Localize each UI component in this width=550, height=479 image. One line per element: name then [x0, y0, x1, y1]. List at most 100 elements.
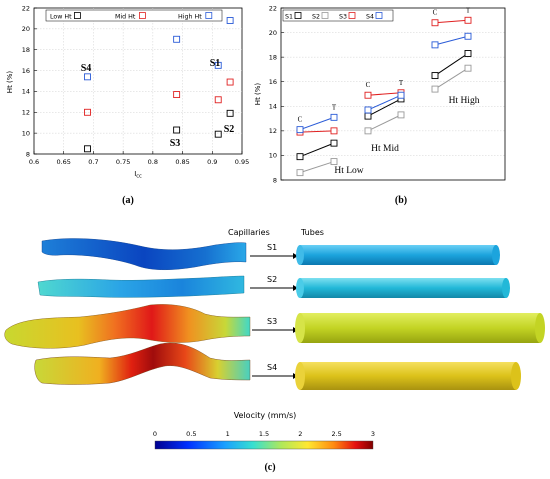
panel-b-point-s2 — [431, 85, 439, 93]
arrow-head-s2 — [293, 285, 298, 291]
panel-b-point-s4 — [431, 41, 439, 49]
panel-b-point-s4 — [464, 32, 472, 40]
panel-a-x-tick-label: 0.75 — [116, 158, 130, 166]
panel-a-point-mid-ht — [84, 108, 91, 116]
panel-b-pair-label: T — [399, 79, 404, 87]
panel-b-legend-label: S1 — [285, 13, 293, 20]
panel-b-point-s3 — [364, 91, 372, 99]
panel-b-point-s1 — [431, 72, 439, 80]
panel-b-line-s4 — [299, 116, 335, 131]
row-label-s3: S3 — [267, 317, 277, 326]
panel-b-point-s4 — [296, 126, 304, 134]
annotation-s1: S1 — [210, 58, 221, 69]
panel-b-legend-label: S2 — [312, 13, 320, 20]
panel-b-legend-label: S4 — [366, 13, 374, 20]
panel-a-x-axis-label: Icc — [134, 170, 142, 180]
panel-a-y-tick-label: 16 — [22, 67, 30, 75]
panel-a-points — [84, 17, 234, 153]
panel-b-y-tick-label: 16 — [269, 78, 277, 86]
panel-a-y-tick-label: 8 — [26, 150, 30, 158]
panel-b-y-tick-label: 18 — [269, 53, 277, 61]
group-label-ht-high: Ht High — [449, 96, 480, 106]
panel-label-a: (a) — [122, 195, 134, 206]
panel-a-x-tick-label: 0.9 — [207, 158, 217, 166]
tube-s1 — [296, 245, 500, 265]
panel-a-legend-label: High Ht — [178, 13, 202, 20]
panel-b-series — [296, 16, 472, 177]
panel-b-y-tick-label: 10 — [269, 152, 277, 160]
colorbar-title: Velocity (mm/s) — [234, 411, 297, 420]
panel-b-point-s1 — [464, 50, 472, 57]
panel-a-grid — [34, 8, 242, 154]
panel-a-point-high-ht — [226, 17, 234, 24]
tube-s4 — [295, 362, 521, 390]
row-label-s4: S4 — [267, 363, 277, 372]
panel-b-legend-marker — [294, 12, 302, 19]
panel-a-point-mid-ht — [173, 91, 181, 99]
panel-a-x-tick-label: 0.7 — [88, 158, 98, 166]
arrow-head-s1 — [293, 253, 298, 259]
panel-b-line-s3 — [299, 130, 335, 133]
panel-a-point-high-ht — [84, 73, 91, 81]
capillaries-heading: Capillaries — [228, 228, 270, 237]
colorbar-tick-label: 1.5 — [259, 430, 269, 438]
panel-b-point-s3 — [464, 16, 472, 24]
panel-a-y-tick-label: 12 — [22, 109, 30, 117]
annotation-s3: S3 — [170, 138, 181, 149]
colorbar — [154, 440, 374, 450]
tube-s3 — [295, 313, 545, 343]
panel-b-line-s3 — [434, 19, 469, 24]
panel-b-line-s1 — [367, 98, 402, 117]
panel-a-legend-box — [45, 9, 223, 22]
panel-b-line-s2 — [299, 161, 335, 174]
panel-a-legend-label: Low Ht — [50, 13, 72, 20]
panel-b-chart: 8 10 12 14 16 18 20 22 C T C T C T S1 S2 S3 S4 Ht (%) H… — [254, 4, 506, 184]
panel-b-point-s2 — [397, 111, 405, 119]
panel-b-point-s1 — [364, 112, 372, 120]
panel-a-point-high-ht — [173, 35, 181, 43]
panel-a-plot-frame — [33, 7, 243, 155]
panel-b-pair-label: C — [433, 9, 438, 17]
panel-b-pair-label: T — [466, 6, 471, 14]
capillary-s3 — [4, 304, 251, 349]
colorbar-tick-label: 2.5 — [331, 430, 341, 438]
colorbar-tick-label: 2 — [298, 430, 302, 438]
panel-a-point-low-ht — [226, 109, 234, 117]
panel-b-legend-marker — [321, 12, 329, 19]
panel-a-legend-marker — [74, 12, 81, 19]
panel-a-point-low-ht — [214, 130, 222, 138]
panel-b-pair-labels: C T C T C T — [298, 6, 471, 123]
panel-b-y-ticks: 8 10 12 14 16 18 20 22 — [269, 4, 284, 184]
panel-a-y-ticks: 8 10 12 14 16 18 20 22 — [22, 4, 37, 158]
panel-b-point-s3 — [330, 127, 338, 135]
tube-s2 — [296, 278, 510, 298]
panel-b-y-tick-label: 14 — [269, 103, 277, 111]
panel-b-point-s4 — [364, 106, 372, 114]
tubes-heading: Tubes — [300, 228, 324, 237]
panel-a-x-ticks: 0.6 0.65 0.7 0.75 0.8 0.85 0.9 0.95 — [29, 151, 249, 166]
panel-b-point-s2 — [364, 127, 372, 135]
group-label-ht-low: Ht Low — [334, 166, 363, 176]
panel-b-y-tick-label: 20 — [269, 29, 277, 37]
panel-b-point-s2 — [464, 64, 472, 72]
panel-b-point-s4 — [330, 113, 338, 121]
panel-a-chart: 0.6 0.65 0.7 0.75 0.8 0.85 0.9 0.95 8 10 12 14 16 18… — [6, 4, 249, 179]
capillary-s4 — [34, 342, 251, 385]
panel-label-c: (c) — [264, 462, 275, 473]
colorbar-tick-label: 0 — [153, 430, 157, 438]
panel-b-y-axis-label: Ht (%) — [254, 83, 262, 106]
colorbar-tick-label: 3 — [371, 430, 375, 438]
panel-c-figure: Capillaries Tubes S1 S2 S3 — [4, 228, 545, 450]
colorbar-tick-label: 0.5 — [186, 430, 196, 438]
panel-b-line-s2 — [434, 67, 469, 90]
panel-a-legend-marker — [138, 12, 146, 19]
panel-a-x-tick-label: 0.95 — [235, 158, 249, 166]
panel-label-b: (b) — [395, 195, 407, 206]
panel-a-legend-marker — [205, 12, 213, 19]
panel-a-y-tick-label: 14 — [22, 88, 30, 96]
panel-a-point-low-ht — [84, 145, 91, 153]
panel-b-line-s4 — [367, 94, 402, 111]
panel-b-point-s1 — [296, 153, 304, 161]
panel-a-y-tick-label: 10 — [22, 129, 30, 137]
